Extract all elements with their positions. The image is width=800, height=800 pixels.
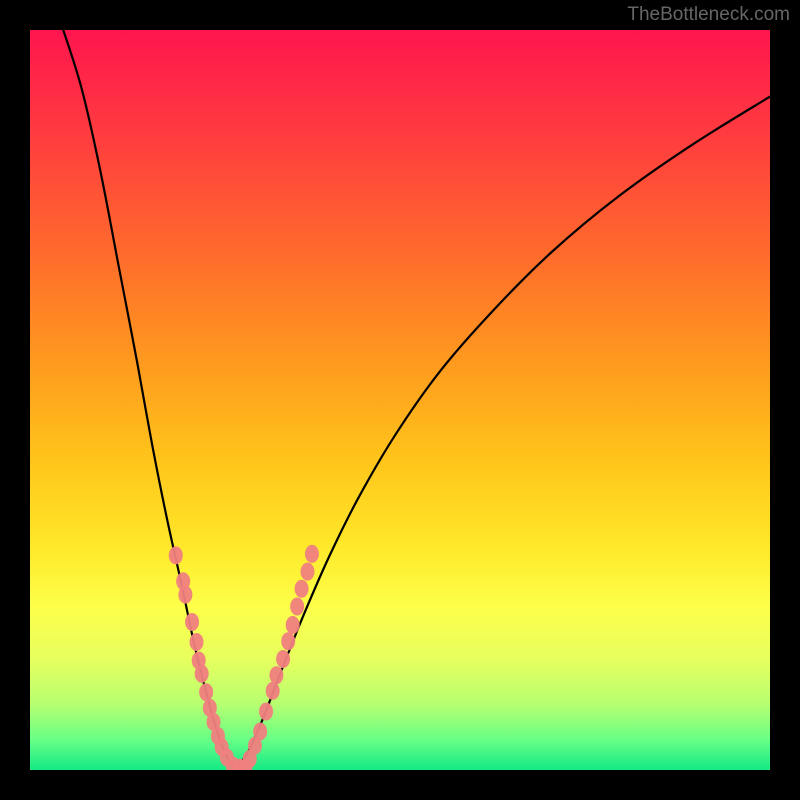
- marker-point: [286, 616, 300, 634]
- marker-point: [269, 666, 283, 684]
- marker-point: [305, 545, 319, 563]
- marker-point: [301, 563, 315, 581]
- marker-point: [178, 586, 192, 604]
- marker-point: [185, 613, 199, 631]
- marker-point: [276, 650, 290, 668]
- watermark-text: TheBottleneck.com: [627, 4, 790, 26]
- marker-point: [195, 665, 209, 683]
- marker-point: [169, 546, 183, 564]
- chart-svg: [0, 0, 800, 800]
- chart-container: TheBottleneck.com: [0, 0, 800, 800]
- marker-point: [295, 580, 309, 598]
- marker-point: [259, 703, 273, 721]
- marker-point: [290, 597, 304, 615]
- marker-point: [190, 633, 204, 651]
- marker-point: [281, 632, 295, 650]
- marker-point: [253, 723, 267, 741]
- marker-point: [266, 682, 280, 700]
- gradient-background: [30, 30, 770, 770]
- marker-point: [199, 683, 213, 701]
